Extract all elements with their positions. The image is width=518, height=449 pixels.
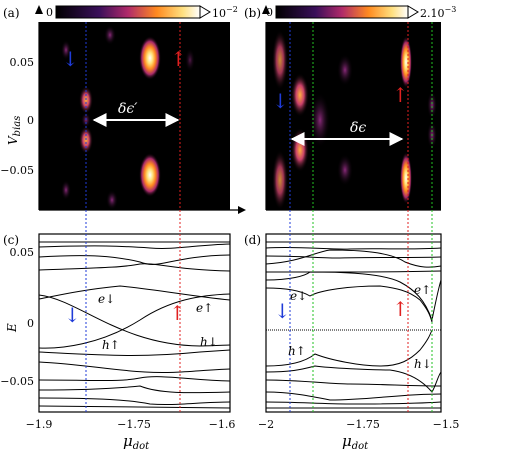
label-c-h-up: h↑ [102,338,120,352]
arrow-down-a: ↓ [62,47,79,71]
panel-d: ↓ ↑ e↓ e↑ h↑ h↓ −2 −1.75 −1.5 (d) μdot [244,210,459,449]
x-axis-arrow-a [238,206,246,214]
ylabel-vbias: Vbias [6,116,23,145]
heatmap-b [266,22,441,210]
xtick-c-2: −1.75 [117,418,151,431]
arrow-up-b: ↑ [392,83,409,107]
arrow-down-c: ↓ [64,303,81,327]
arrow-down-b: ↓ [272,89,289,113]
ytick-c-3: −0.05 [0,375,34,388]
delta-label-a: δϵ′ [118,101,138,117]
label-d-e-up: e↑ [414,283,431,297]
ytick-c-1: 0.05 [10,246,35,259]
panel-label-c: (c) [3,233,19,247]
heatmap-a-features [61,25,195,210]
xtick-d-1: −2 [258,418,274,431]
panel-label-d: (d) [244,233,261,247]
arrow-up-a: ↑ [170,47,187,71]
panel-a: δϵ′ ↓ ↑ 0.05 0 −0.05 0 10−2 (a) [0,5,246,214]
arrow-up-c: ↑ [169,301,186,325]
xtick-c-3: −1.6 [209,418,236,431]
y-axis-arrow-a [35,5,43,14]
colorbar-a-max: 10−2 [212,5,238,20]
arrow-up-d: ↑ [392,297,409,321]
delta-label-b: δϵ [350,120,366,136]
arrow-down-d: ↓ [274,299,291,323]
spectrum-lines-c [38,241,231,409]
xlabel-d: μdot [342,432,369,449]
colorbar-b-max: 2.10−3 [420,5,456,20]
colorbar-b [275,5,409,19]
panel-label-a: (a) [3,6,20,20]
panel-b: δϵ ↓ ↑ 0 2.10−3 (b) [244,5,456,211]
ytick-a-2: 0 [27,114,34,127]
xtick-d-2: −1.75 [346,418,380,431]
xtick-c-1: −1.9 [26,418,53,431]
label-d-h-up: h↑ [288,344,306,358]
label-c-h-down: h↓ [200,335,218,349]
panel-label-b: (b) [244,6,261,20]
xlabel-c: μdot [123,432,150,449]
ytick-a-3: −0.05 [0,164,34,177]
ytick-a-1: 0.05 [10,56,35,69]
spectrum-lines-d [265,241,442,409]
panel-c: ↓ ↑ e↓ e↑ h↑ h↓ 0.05 0 −0.05 −1.9 −1.75 … [0,210,235,449]
label-c-e-down: e↓ [98,292,115,306]
plot-frame-d [265,233,442,413]
colorbar-b-min: 0 [266,6,273,19]
colorbar-a [55,5,201,19]
svg-text:E: E [5,323,19,333]
ylabel-energy: E [5,323,19,333]
label-d-e-down: e↓ [290,289,307,303]
ytick-c-2: 0 [27,317,34,330]
label-c-e-up: e↑ [196,301,213,315]
label-d-h-down: h↓ [414,357,432,371]
colorbar-a-min: 0 [46,6,53,19]
svg-text:Vbias: Vbias [6,116,23,145]
xtick-d-3: −1.5 [433,418,460,431]
